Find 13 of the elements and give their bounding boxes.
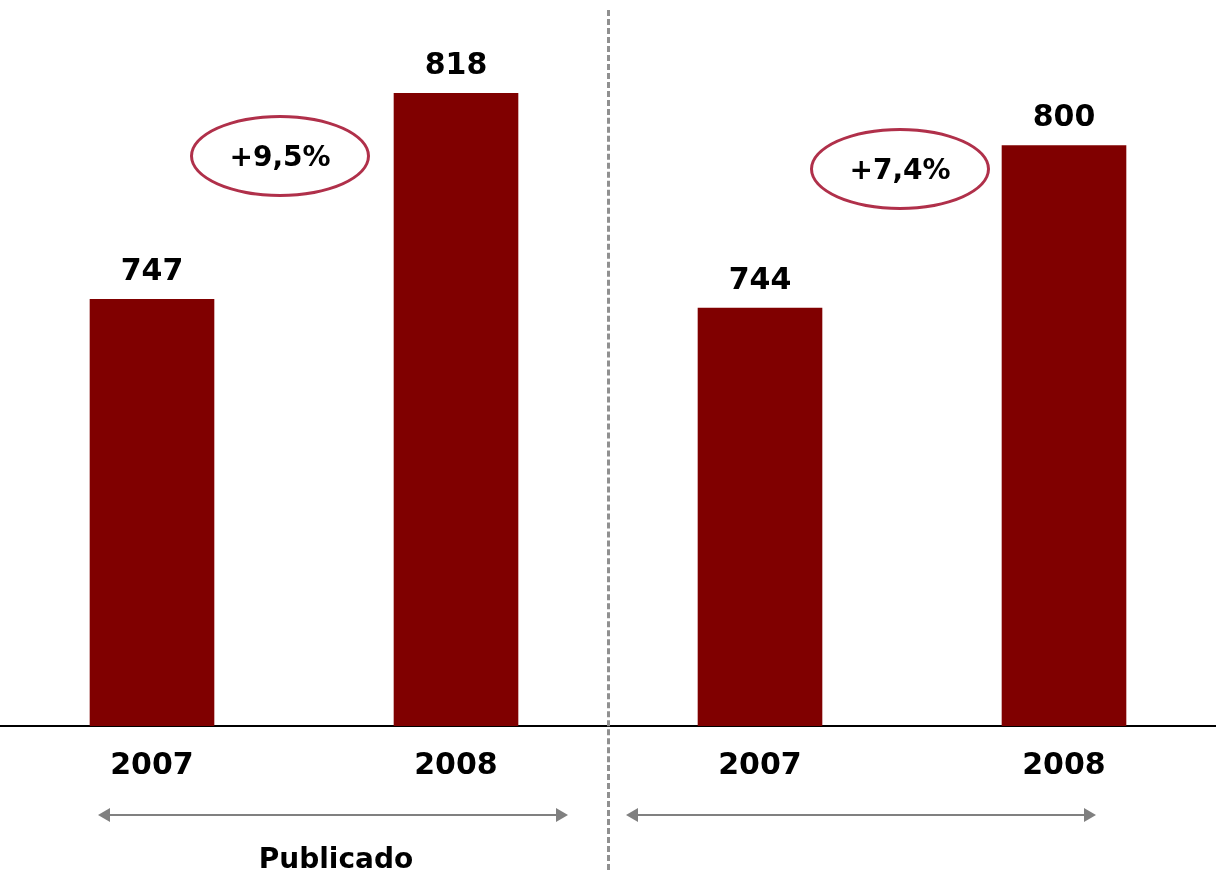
annotation: +7,4% xyxy=(849,152,951,186)
x-axis-title: Publicado xyxy=(257,842,415,875)
x-tick-label: 2008 xyxy=(414,745,498,781)
data-label: 800 xyxy=(1032,98,1096,133)
annotation: +9,5% xyxy=(229,139,331,173)
oval-outline: +9,5% xyxy=(190,115,370,197)
data-label: 747 xyxy=(120,251,184,287)
data-label: 744 xyxy=(728,260,792,296)
x-tick-label: 2007 xyxy=(110,745,194,781)
x-tick-label: 2007 xyxy=(718,745,802,781)
oval-outline: +7,4% xyxy=(810,128,990,210)
data-label: 818 xyxy=(424,45,488,81)
x-tick-label: 2008 xyxy=(1022,745,1106,781)
